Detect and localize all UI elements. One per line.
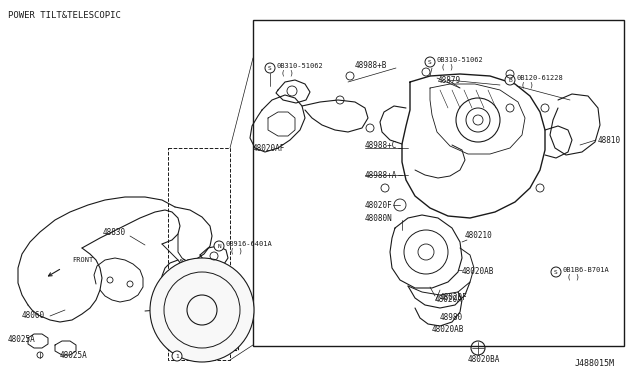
Circle shape [425,57,435,67]
Text: 48879: 48879 [438,76,461,84]
Text: 480210: 480210 [465,231,493,240]
Text: FRONT: FRONT [72,257,93,263]
Text: ( ): ( ) [230,248,243,254]
Text: ( ): ( ) [521,82,534,88]
Text: 0B916-6401A: 0B916-6401A [226,241,273,247]
Text: 0B310-51062: 0B310-51062 [277,63,324,69]
Text: 48027: 48027 [178,259,201,267]
Text: 48020A: 48020A [435,295,463,305]
Text: 480201: 480201 [185,352,212,360]
Text: 48988+C: 48988+C [365,141,397,150]
Text: 48020AF: 48020AF [253,144,285,153]
Text: 1: 1 [175,353,179,359]
Text: J488015M: J488015M [575,359,615,368]
Text: 48060: 48060 [22,311,45,321]
Text: 48988+A: 48988+A [365,170,397,180]
Text: 0B1B6-B701A: 0B1B6-B701A [563,267,610,273]
Text: ( ): ( ) [567,274,580,280]
Text: N: N [217,244,221,248]
Text: 48020F: 48020F [365,201,393,209]
Text: B: B [508,77,512,83]
Text: 48025A: 48025A [60,350,88,359]
Text: POWER TILT&TELESCOPIC: POWER TILT&TELESCOPIC [8,10,121,19]
Text: 48020AB: 48020AB [462,267,494,276]
Text: 48080N: 48080N [365,214,393,222]
Text: 48020AC: 48020AC [170,279,202,288]
Circle shape [214,241,224,251]
Text: 48025A: 48025A [8,336,36,344]
Circle shape [505,75,515,85]
Text: 48020BA: 48020BA [468,356,500,365]
Text: ( ): ( ) [281,70,294,76]
Text: 48020F: 48020F [440,294,468,302]
Text: 48988+B: 48988+B [355,61,387,70]
Circle shape [551,267,561,277]
Circle shape [265,63,275,73]
Circle shape [150,258,254,362]
Text: 48980: 48980 [440,314,463,323]
Text: S: S [268,65,272,71]
Text: 48950M: 48950M [170,295,198,305]
Text: 0B120-61228: 0B120-61228 [517,75,564,81]
Text: S: S [554,269,558,275]
Text: S: S [428,60,432,64]
Text: 48980: 48980 [170,285,193,295]
Bar [253,20,624,346]
Text: ( ): ( ) [441,64,454,70]
Circle shape [172,351,182,361]
Text: 48830: 48830 [103,228,126,237]
Text: 0B310-51062: 0B310-51062 [437,57,484,63]
Text: 48020AB: 48020AB [432,326,465,334]
Text: 48810: 48810 [598,135,621,144]
